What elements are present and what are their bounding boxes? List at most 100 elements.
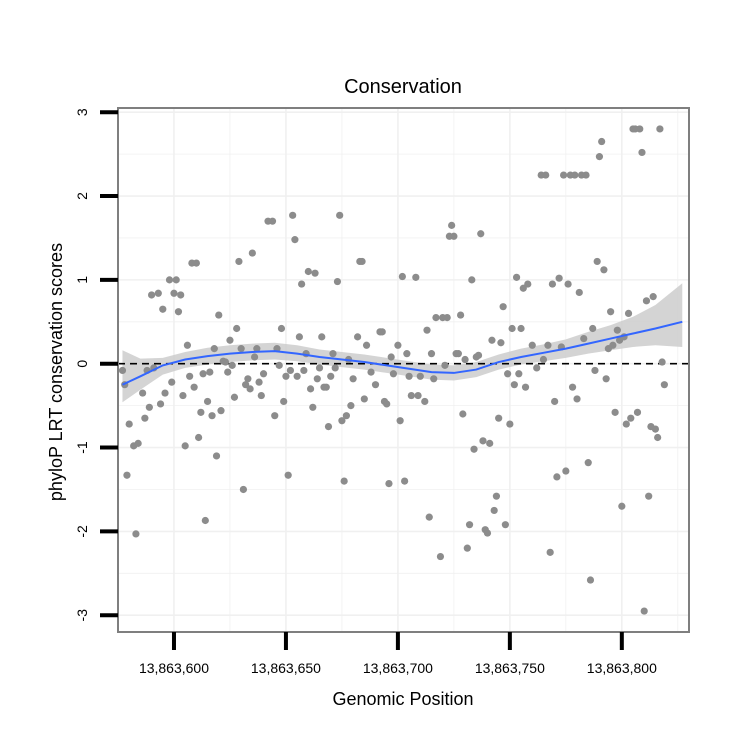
data-point (192, 259, 200, 267)
data-point (311, 269, 319, 277)
data-point (564, 280, 572, 288)
data-point (432, 314, 440, 322)
data-point (580, 334, 588, 343)
data-point (331, 364, 339, 372)
data-point (517, 324, 525, 333)
data-point (286, 366, 295, 375)
x-tick-label: 13,863,600 (139, 660, 209, 676)
data-point (141, 414, 149, 422)
data-point (490, 506, 498, 515)
data-point (607, 308, 615, 316)
data-point (457, 311, 465, 319)
y-tick-label: 3 (74, 108, 90, 116)
data-point (327, 372, 335, 380)
smooth-trend-line (122, 320, 683, 386)
data-point (524, 280, 532, 288)
data-point (340, 477, 348, 485)
data-point (575, 288, 583, 297)
data-point (322, 383, 330, 391)
data-point (161, 389, 169, 397)
data-point (275, 361, 283, 369)
data-point (551, 397, 559, 406)
data-point (515, 370, 523, 378)
data-point (159, 305, 167, 313)
data-point (414, 391, 422, 400)
data-point (385, 480, 393, 488)
data-point (459, 410, 467, 418)
data-point (226, 336, 234, 344)
data-point (651, 425, 660, 433)
data-point (598, 137, 606, 146)
data-point (353, 333, 362, 341)
data-point (450, 232, 458, 240)
data-point (282, 372, 290, 380)
y-axis: -3 -2 -1 0 1 2 3 (74, 108, 118, 621)
data-point (656, 125, 664, 133)
data-point (203, 397, 212, 406)
data-point (255, 378, 263, 386)
data-point (315, 364, 324, 372)
data-point (649, 293, 657, 301)
data-point (512, 273, 521, 281)
data-point (506, 420, 514, 428)
data-point (304, 267, 312, 276)
x-axis: 13,863,600 13,863,650 13,863,700 13,863,750… (139, 632, 657, 676)
data-point (248, 249, 256, 257)
data-point (645, 492, 653, 500)
data-point (215, 311, 223, 319)
data-point (336, 211, 344, 219)
data-point (154, 289, 162, 297)
data-point (401, 477, 409, 485)
data-point (642, 297, 651, 305)
data-point (217, 407, 225, 415)
data-point (168, 378, 176, 386)
data-point (277, 324, 286, 333)
data-point (609, 341, 617, 349)
data-point (253, 345, 261, 353)
y-tick-label: 0 (74, 360, 90, 368)
data-point (622, 420, 630, 428)
data-point (295, 333, 303, 341)
data-point (465, 521, 474, 529)
data-point (123, 471, 131, 479)
data-point (172, 276, 180, 284)
y-tick-label: 2 (74, 192, 90, 200)
data-point (206, 368, 214, 376)
data-point (488, 336, 496, 344)
data-point (624, 309, 633, 318)
data-point (338, 417, 346, 425)
data-point (293, 372, 301, 380)
data-point (134, 439, 142, 447)
data-point (521, 383, 530, 391)
data-point (542, 171, 550, 179)
data-point (268, 217, 277, 225)
data-point (118, 366, 127, 375)
data-point (347, 402, 355, 410)
data-point (468, 276, 476, 284)
data-point (470, 445, 478, 453)
smooth-line-layer (122, 320, 683, 386)
data-point (436, 552, 445, 561)
data-point (174, 308, 183, 316)
data-point (497, 339, 505, 347)
data-point (611, 408, 619, 416)
data-point (560, 171, 568, 179)
data-point (289, 211, 297, 219)
data-point (362, 341, 371, 349)
data-point (259, 370, 268, 378)
data-point (195, 433, 203, 442)
data-point (589, 324, 597, 333)
data-point (486, 439, 494, 447)
data-point (495, 414, 503, 422)
data-point (367, 368, 375, 376)
data-point (407, 391, 415, 400)
data-point (463, 544, 471, 552)
data-point (383, 400, 391, 408)
data-point (309, 403, 317, 411)
data-point (499, 303, 507, 311)
data-point (165, 276, 174, 284)
data-point (360, 395, 368, 403)
data-point (633, 408, 642, 416)
data-point (544, 341, 552, 349)
